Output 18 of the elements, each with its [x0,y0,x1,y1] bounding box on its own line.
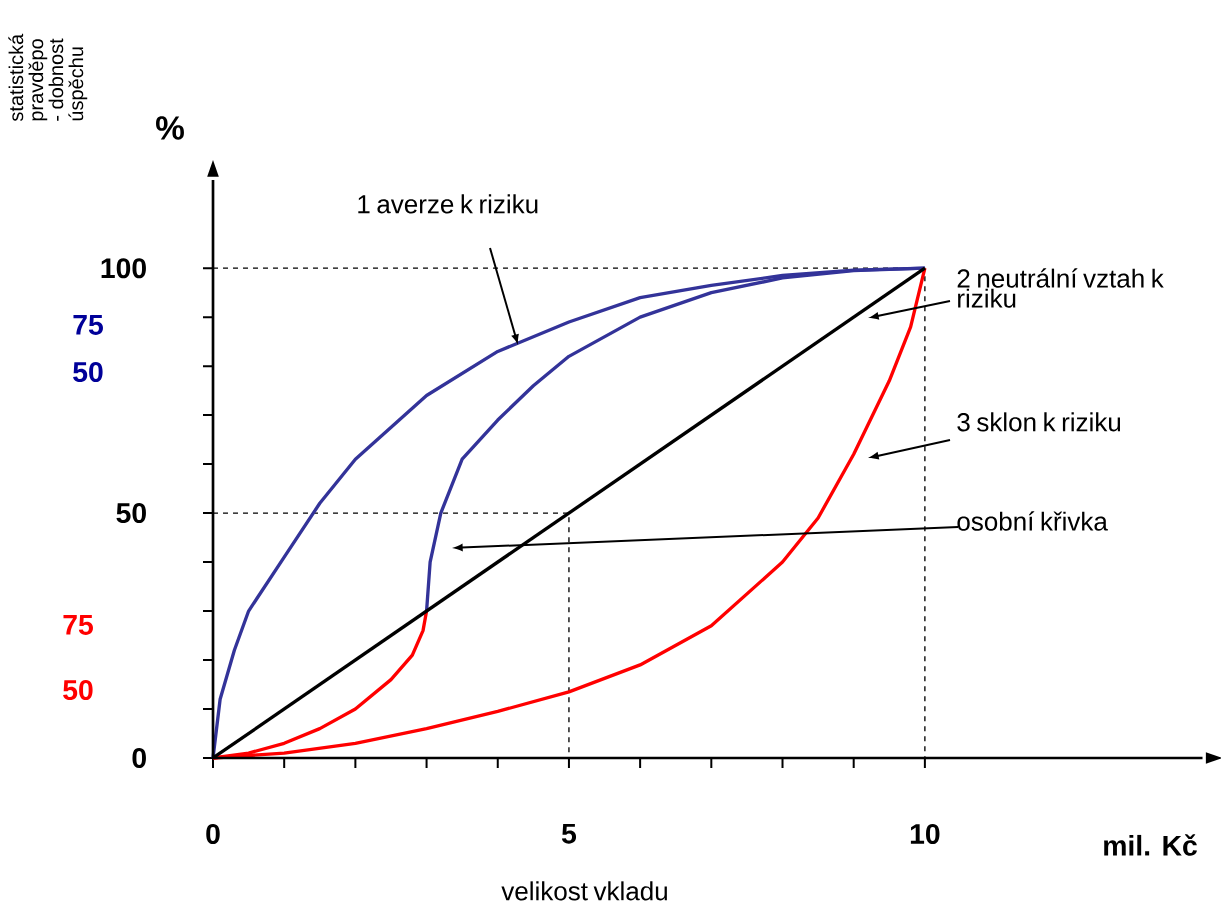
x-tick-label: 10 [910,823,940,844]
annotation: 1 averze k riziku [358,194,538,214]
text: statistická pravděpo - dobnost úspěchu [8,33,88,122]
text: 75 [73,315,103,335]
y-axis-title: % [156,116,184,140]
y-tick-label: 50 [116,503,146,524]
annotation: osobní křivka [957,511,1108,531]
text: 50 [73,361,103,383]
text: velikost vkladu [501,881,667,901]
annotation: 2 neutrální vztah k riziku [957,268,1164,308]
x-axis-title: mil. Kč [1104,834,1197,856]
text: 75 [63,615,93,635]
y-tick-label: 100 [101,258,146,279]
text: 50 [63,679,93,701]
x-tick-label: 0 [206,823,220,844]
x-tick-label: 5 [561,823,577,844]
y-tick-label: 0 [132,747,146,769]
annotation: 3 sklon k riziku [957,412,1121,432]
